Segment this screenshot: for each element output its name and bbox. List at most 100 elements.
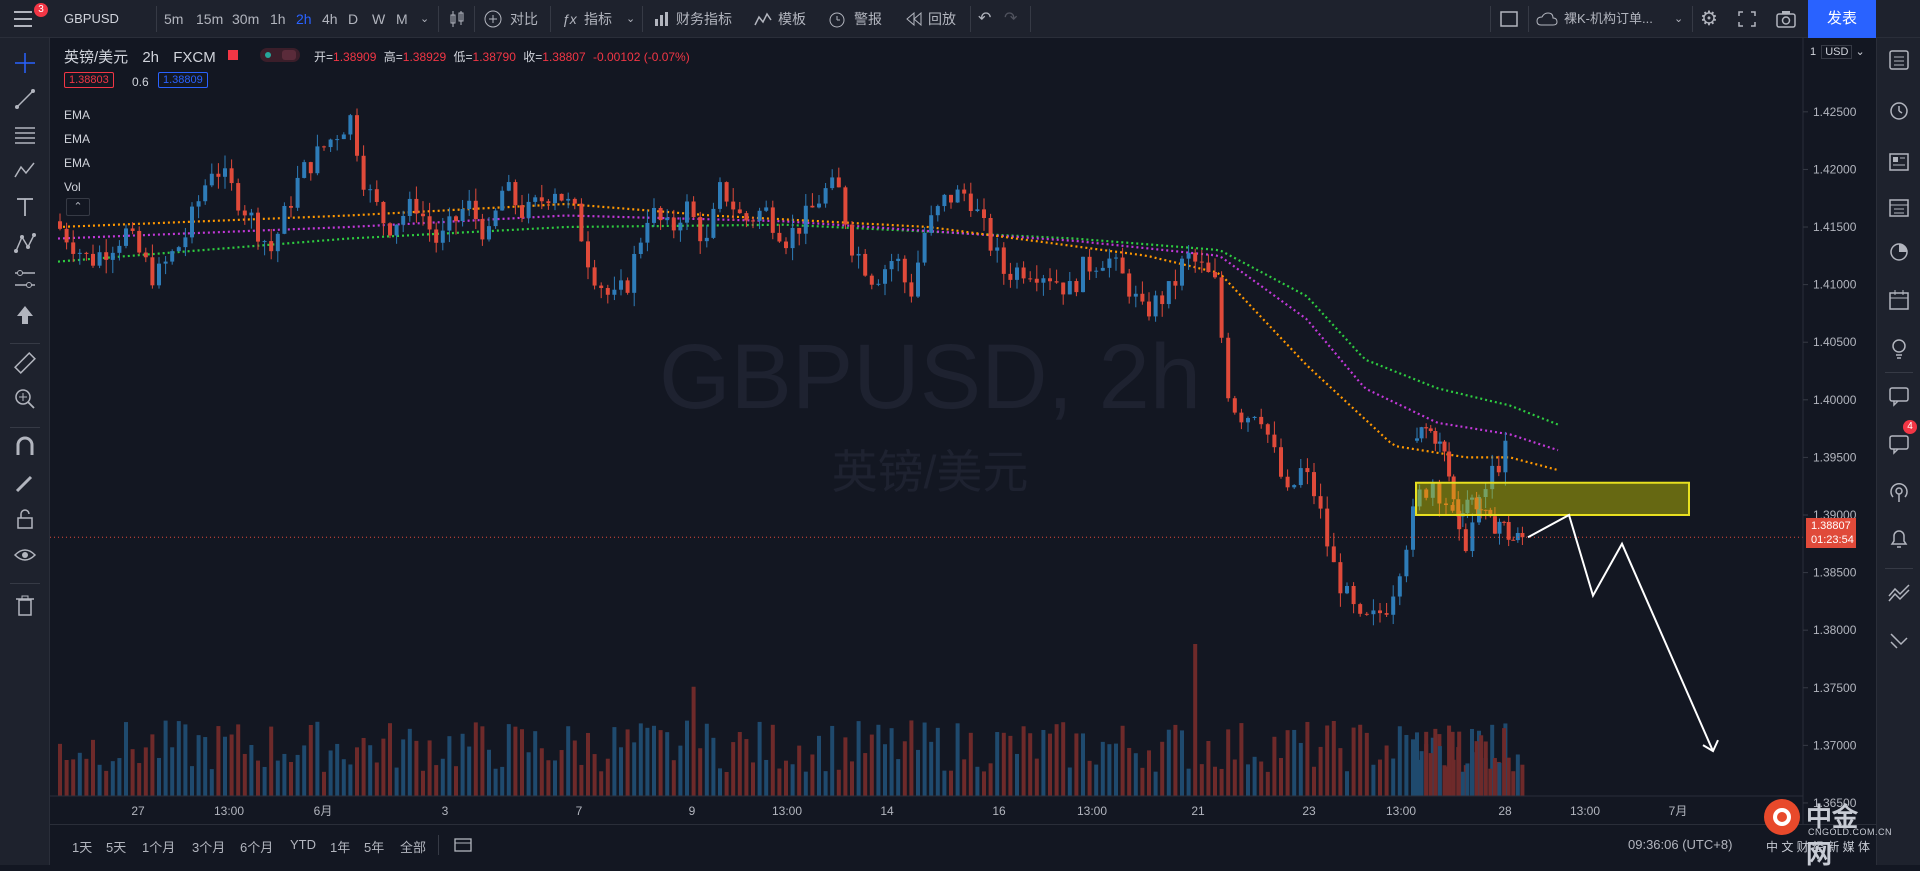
compare-button[interactable]: 对比	[510, 11, 538, 27]
symbol-search[interactable]: GBPUSD	[64, 11, 119, 26]
ruler-icon[interactable]	[13, 351, 37, 380]
interval-M[interactable]: M	[396, 11, 408, 27]
data-window-icon[interactable]	[1887, 196, 1911, 225]
candle-body	[1488, 509, 1493, 517]
undo-icon[interactable]: ↶	[978, 10, 992, 27]
range-2[interactable]: 1个月	[142, 840, 176, 855]
legend-title[interactable]: 英镑/美元	[64, 49, 129, 66]
crosshair-icon[interactable]	[13, 51, 37, 80]
stream-icon[interactable]	[1887, 480, 1911, 509]
eye-icon[interactable]	[13, 543, 37, 572]
watchlist-icon[interactable]	[1887, 48, 1911, 77]
study-ema-2[interactable]: EMA	[64, 132, 91, 146]
range-6[interactable]: 1年	[330, 840, 351, 855]
arrow-up-icon[interactable]	[13, 303, 37, 332]
interval-D[interactable]: D	[348, 11, 359, 27]
chat-icon[interactable]	[1887, 384, 1911, 413]
range-4[interactable]: 6个月	[240, 840, 274, 855]
candle-body	[1193, 252, 1198, 262]
interval-dropdown-icon[interactable]: ⌄	[420, 13, 430, 25]
range-5[interactable]: YTD	[290, 837, 316, 852]
collapse-legend-icon[interactable]: ⌃	[66, 198, 90, 216]
indicators-button[interactable]: 指标	[584, 11, 612, 27]
interval-15m[interactable]: 15m	[196, 11, 224, 27]
redo-icon[interactable]: ↷	[1004, 10, 1018, 27]
calendar-icon[interactable]	[1887, 288, 1911, 317]
alerts-button[interactable]: 警报	[854, 11, 882, 27]
compare-plus-icon[interactable]	[484, 10, 502, 33]
interval-1h[interactable]: 1h	[270, 11, 286, 27]
market-open-dot-icon	[265, 52, 271, 58]
candle-body	[718, 182, 722, 209]
ask-price[interactable]: 1.38809	[158, 72, 208, 88]
study-vol[interactable]: Vol	[64, 180, 81, 194]
trash-icon[interactable]	[13, 593, 37, 622]
bell-icon[interactable]	[1887, 526, 1911, 555]
collapse-arrows-icon[interactable]	[1887, 628, 1911, 657]
price-tick: 1.41500	[1813, 220, 1857, 234]
pattern-icon[interactable]	[13, 159, 37, 188]
currency-select[interactable]: USD	[1821, 45, 1853, 59]
indicators-dropdown-icon[interactable]: ⌄	[626, 13, 636, 25]
range-1[interactable]: 5天	[106, 840, 127, 855]
messages-icon[interactable]	[1887, 432, 1911, 461]
ema-mid-line	[57, 214, 1559, 452]
financials-button[interactable]: 财务指标	[676, 11, 732, 27]
candle-body	[863, 253, 868, 276]
expand-icon[interactable]	[1738, 11, 1756, 32]
zoom-in-icon[interactable]	[13, 387, 37, 416]
text-icon[interactable]	[13, 195, 37, 224]
templates-button[interactable]: 模板	[778, 11, 806, 27]
currency-dropdown-icon[interactable]: ⌄	[1855, 46, 1865, 58]
utc-clock[interactable]: 09:36:06 (UTC+8)	[1628, 837, 1733, 852]
alarm-clock-icon[interactable]	[1887, 98, 1911, 127]
pencil-lock-icon[interactable]	[13, 471, 37, 500]
interval-W[interactable]: W	[372, 11, 386, 27]
settings-gear-icon[interactable]: ⚙	[1700, 8, 1718, 30]
range-7[interactable]: 5年	[364, 840, 385, 855]
range-8[interactable]: 全部	[400, 840, 427, 855]
chart-toggle-icon[interactable]	[1887, 580, 1911, 609]
fib-lines-icon[interactable]	[13, 123, 37, 152]
volume-bar	[97, 764, 102, 796]
goto-date-icon[interactable]	[454, 837, 472, 858]
news-icon[interactable]	[1887, 150, 1911, 179]
publish-button[interactable]: 发表	[1808, 0, 1876, 38]
ideas-bulb-icon[interactable]	[1887, 336, 1911, 365]
price-chart[interactable]: GBPUSD, 2h 英镑/美元 1.425001.420001.415001.…	[50, 38, 1876, 824]
layout-name[interactable]: 裸K-机构订单...	[1564, 11, 1653, 26]
alert-clock-icon	[828, 10, 846, 33]
candle-body	[117, 245, 122, 253]
range-0[interactable]: 1天	[72, 840, 93, 855]
market-status-toggle[interactable]	[260, 48, 300, 62]
range-3[interactable]: 3个月	[192, 840, 226, 855]
bid-price[interactable]: 1.38803	[64, 72, 114, 88]
volume-bar	[1034, 758, 1039, 796]
hotlist-icon[interactable]	[1887, 240, 1911, 269]
interval-4h[interactable]: 4h	[322, 11, 338, 27]
study-ema-1[interactable]: EMA	[64, 108, 91, 122]
replay-button[interactable]: 回放	[928, 11, 956, 27]
layout-dropdown-icon[interactable]: ⌄	[1674, 13, 1684, 25]
trendline-icon[interactable]	[13, 87, 37, 116]
lock-icon[interactable]	[13, 507, 37, 536]
volume-bar	[1173, 724, 1178, 796]
fullscreen-square-icon[interactable]	[1500, 11, 1518, 32]
volume-bar	[256, 760, 260, 796]
price-scale-label[interactable]: 1 USD ⌄	[1810, 45, 1865, 59]
node-pattern-icon[interactable]	[13, 231, 37, 260]
study-ema-3[interactable]: EMA	[64, 156, 91, 170]
forecast-icon[interactable]	[13, 267, 37, 296]
candle-style-icon[interactable]	[448, 11, 466, 32]
interval-30m[interactable]: 30m	[232, 11, 260, 27]
volume-bar	[1378, 759, 1382, 796]
interval-5m[interactable]: 5m	[164, 11, 184, 27]
time-tick: 13:00	[1570, 804, 1600, 818]
menu-icon[interactable]	[14, 10, 34, 28]
interval-2h[interactable]: 2h	[296, 11, 312, 27]
volume-bar	[1325, 725, 1330, 796]
magnet-icon[interactable]	[13, 435, 37, 464]
candle-body	[1479, 509, 1484, 511]
camera-icon[interactable]	[1776, 10, 1796, 33]
candle-body	[176, 247, 181, 252]
